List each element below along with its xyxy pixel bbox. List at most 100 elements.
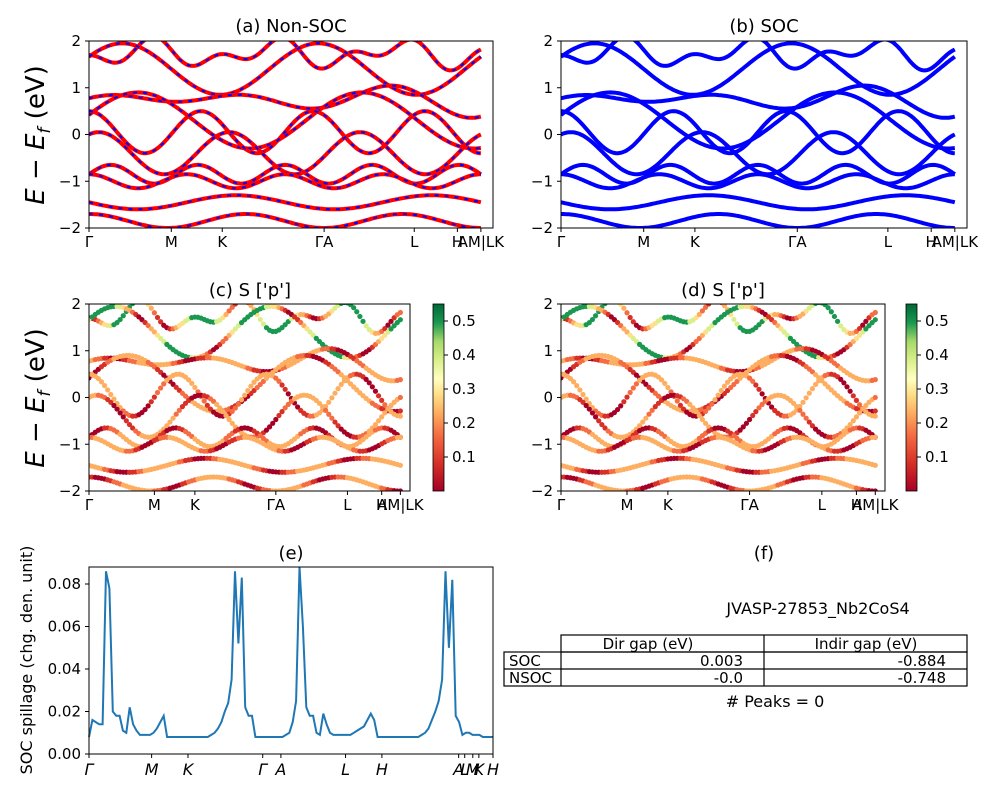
ytick-label: −2 [531, 482, 553, 500]
band-point [145, 304, 151, 307]
band-point [108, 399, 114, 405]
xtick-label: A [452, 760, 464, 779]
band-point [164, 423, 170, 429]
band-point [142, 406, 148, 413]
band-point [872, 413, 878, 419]
band-point [702, 420, 709, 426]
ytick-label: 0 [543, 126, 553, 144]
table-row-nsoc-label: NSOC [509, 669, 552, 687]
colorbar-gradient [905, 303, 918, 492]
band-point [179, 404, 186, 410]
band-point [825, 305, 831, 311]
xtick-label: Γ [85, 496, 94, 514]
band-point [382, 332, 388, 338]
band-point [677, 402, 684, 408]
band-point [674, 398, 680, 404]
ytick-label: 1 [71, 79, 81, 97]
band-point [295, 404, 301, 410]
band-point [285, 391, 291, 397]
band-point [856, 402, 863, 408]
band-point [696, 412, 702, 419]
band-point [148, 399, 154, 405]
band-point [872, 377, 878, 383]
ylabel-mid-sub: f [35, 388, 55, 397]
xtick-label: AM|LK [458, 233, 506, 251]
xtick-label: M [145, 760, 159, 779]
xtick-label: Γ [258, 760, 268, 779]
band-point [570, 379, 577, 385]
band-point [627, 314, 633, 321]
band-point [768, 404, 775, 410]
band-line [561, 41, 957, 97]
band-point [806, 419, 812, 425]
band-point [838, 376, 844, 382]
band-point [706, 326, 712, 332]
band-point [189, 380, 195, 386]
xtick-label: K [690, 233, 701, 251]
axes-frame [560, 40, 968, 229]
band-point [310, 332, 316, 338]
band-point [232, 326, 238, 332]
xtick-label: H [926, 233, 937, 251]
band-point [270, 420, 276, 426]
ytick-label: 1 [543, 342, 553, 360]
band-point [369, 384, 375, 390]
band-point [718, 387, 724, 394]
xtick-label: M [637, 233, 650, 251]
band-point [778, 326, 784, 332]
band-point [863, 318, 869, 324]
xtick-label: K [663, 496, 674, 514]
band-point [853, 414, 860, 420]
band-point [621, 305, 627, 311]
band-point [618, 322, 624, 329]
table-row-soc-indir: -0.884 [898, 652, 946, 670]
band-point [640, 419, 646, 425]
band-point [238, 397, 245, 403]
band-point [577, 387, 583, 393]
band-point [721, 383, 728, 389]
band-point [397, 309, 403, 316]
band-point [850, 393, 856, 399]
band-point [329, 395, 335, 401]
band-point [382, 410, 388, 416]
band-point [693, 315, 699, 321]
ytick-label: −2 [59, 219, 81, 237]
band-line-overlay [89, 213, 481, 228]
band-point [229, 420, 235, 426]
band-point [699, 308, 706, 314]
band-point [354, 309, 360, 315]
band-point [242, 392, 248, 398]
colorbar-tick-label: 0.5 [925, 312, 949, 330]
colorbar-tick-label: 0.5 [452, 312, 476, 330]
band-point [775, 322, 781, 329]
ytick-label: 1 [543, 79, 553, 97]
colorbar-gradient [432, 303, 445, 492]
xtick-label: L [410, 233, 419, 251]
band-point [111, 402, 117, 409]
band-point [844, 384, 850, 390]
band-point [201, 398, 207, 404]
band-point [872, 488, 878, 491]
band-point [872, 309, 878, 316]
xtick-label: Γ [557, 233, 566, 251]
band-point [279, 409, 285, 415]
band-point [753, 382, 759, 388]
band-point [388, 402, 394, 409]
band-point [618, 304, 624, 307]
ytick-label: 1 [71, 342, 81, 360]
xtick-label: M [165, 233, 178, 251]
band-point [101, 383, 108, 389]
band-point [847, 421, 853, 428]
band-point [223, 412, 229, 419]
colorbar-c: 0.1 0.2 0.3 0.4 0.5 [432, 303, 476, 492]
band-point [316, 400, 323, 406]
band-point [863, 402, 869, 409]
band-point [170, 415, 176, 421]
band-point [633, 381, 640, 387]
band-point [332, 390, 338, 396]
band-point [338, 381, 344, 388]
title-e: (e) [278, 543, 303, 564]
xtick-label: A [274, 760, 286, 779]
